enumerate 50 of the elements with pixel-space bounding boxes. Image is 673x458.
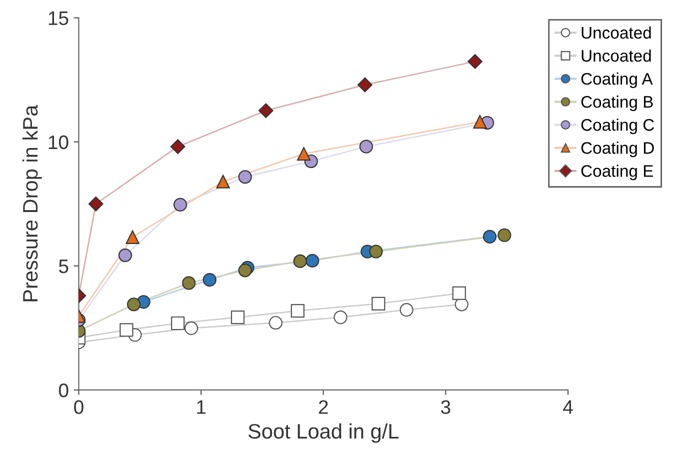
x-tick-label: 3 <box>441 400 450 414</box>
point <box>238 170 252 184</box>
y-tick-label: 15 <box>48 12 68 26</box>
point <box>306 254 320 268</box>
x-axis-title: Soot Load in g/L <box>248 423 399 443</box>
point <box>173 198 188 212</box>
y-tick-label: 0 <box>58 383 68 398</box>
legend-label: Uncoated <box>582 26 651 39</box>
point <box>293 254 307 268</box>
point <box>334 310 348 324</box>
y-axis-title: Pressure Drop in kPa <box>22 104 42 302</box>
x-tick-label: 0 <box>74 400 84 414</box>
legend-label: Uncoated <box>582 49 651 62</box>
point <box>126 230 140 244</box>
legend-label: Coating A <box>581 72 653 88</box>
legend-label: Coating E <box>581 164 654 180</box>
point <box>498 228 512 242</box>
point <box>468 54 482 69</box>
legend-label: Coating C <box>581 118 654 134</box>
x-tick-label: 2 <box>318 400 328 414</box>
point <box>369 244 383 258</box>
point <box>473 115 487 129</box>
point <box>171 316 185 330</box>
point <box>88 196 104 212</box>
x-tick-label: 1 <box>197 400 206 414</box>
legend-label: Coating B <box>581 96 653 112</box>
point <box>118 248 132 262</box>
point <box>170 139 186 154</box>
point <box>452 286 466 300</box>
y-tick-label: 10 <box>48 135 68 150</box>
point <box>359 140 373 154</box>
point <box>126 298 141 312</box>
point <box>358 77 372 92</box>
y-tick-label: 5 <box>58 260 68 274</box>
point <box>290 304 304 318</box>
point <box>238 264 252 278</box>
point <box>120 323 134 337</box>
x-tick-label: 4 <box>563 400 573 414</box>
point <box>184 321 198 336</box>
point <box>230 310 245 324</box>
point <box>182 276 196 290</box>
legend-label: Coating D <box>581 142 654 158</box>
point <box>482 230 497 244</box>
point <box>372 296 386 310</box>
point <box>268 316 282 330</box>
point <box>216 174 230 188</box>
point <box>297 147 311 161</box>
point <box>400 303 414 317</box>
point <box>202 273 216 287</box>
point <box>258 103 274 118</box>
